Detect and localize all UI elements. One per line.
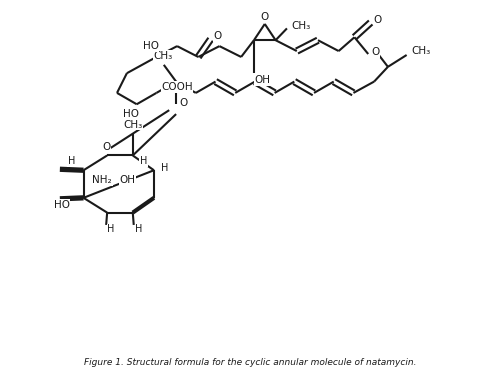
Text: COOH: COOH xyxy=(162,82,193,92)
Text: H: H xyxy=(140,156,147,166)
Text: O: O xyxy=(214,31,222,41)
Text: O: O xyxy=(374,15,382,25)
Text: OH: OH xyxy=(255,75,271,85)
Text: H: H xyxy=(108,224,115,234)
Text: CH₃: CH₃ xyxy=(153,51,172,61)
Text: O: O xyxy=(260,12,269,22)
Text: HO: HO xyxy=(54,200,70,210)
Text: OH: OH xyxy=(120,175,136,185)
Text: CH₃: CH₃ xyxy=(291,21,310,31)
Text: H: H xyxy=(136,224,143,234)
Text: O: O xyxy=(180,98,188,108)
Text: O: O xyxy=(371,47,379,57)
Text: CH₃: CH₃ xyxy=(123,120,142,130)
Text: H: H xyxy=(68,156,75,166)
Text: HO: HO xyxy=(142,41,158,51)
Text: H: H xyxy=(161,163,168,173)
Text: O: O xyxy=(102,142,110,151)
Text: NH₂: NH₂ xyxy=(92,175,112,185)
Text: HO: HO xyxy=(123,109,139,119)
Text: CH₃: CH₃ xyxy=(412,46,431,56)
Text: Figure 1. Structural formula for the cyclic annular molecule of natamycin.: Figure 1. Structural formula for the cyc… xyxy=(84,358,416,367)
